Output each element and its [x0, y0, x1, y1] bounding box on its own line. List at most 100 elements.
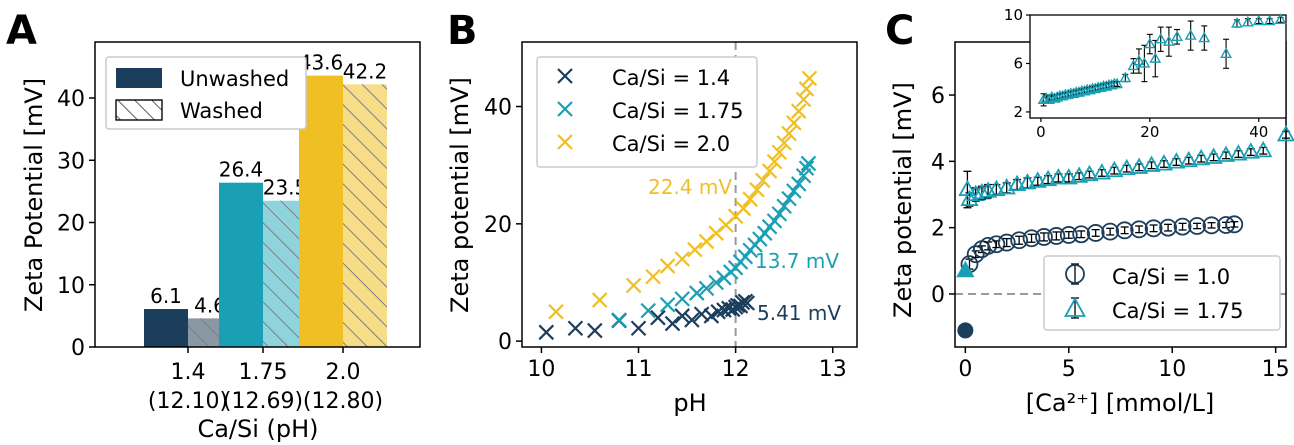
circle-marker: [1173, 217, 1192, 236]
circle-marker: [1188, 217, 1206, 235]
legend-label-ca-si-1-0: Ca/Si = 1.0: [1112, 265, 1230, 289]
circle-marker: [1059, 226, 1078, 244]
x-marker: [798, 160, 815, 176]
x-marker-stroke: [674, 291, 690, 307]
legend-label-2: Ca/Si = 1.75: [612, 99, 743, 123]
x-marker-stroke: [798, 81, 815, 97]
axes-group: 1.4 (12.10) 1.75 (12.69) 2.0 (12.80) 0 10 20 30 40…: [20, 41, 421, 443]
x-marker: [734, 294, 751, 311]
bar-unwashed: [219, 182, 263, 347]
inset-triangle-marker: [1231, 17, 1243, 28]
legend-frame: [1043, 255, 1281, 331]
triangle-marker: [1117, 158, 1136, 176]
y-tick-label: 4: [931, 150, 945, 175]
x-tick-label: 12: [722, 357, 750, 382]
circle-marker: [966, 245, 985, 264]
triangle-marker: [1229, 144, 1248, 161]
x-marker-stroke: [674, 308, 690, 324]
annotation-navy: 5.41 mV: [757, 301, 841, 325]
x-marker-stroke: [557, 101, 573, 117]
x-marker: [776, 135, 792, 151]
legend-frame: [536, 56, 758, 168]
x-marker: [684, 312, 700, 328]
annotation-gold: 22.4 mV: [648, 175, 732, 199]
x-marker-stroke: [557, 68, 573, 84]
x-marker: [689, 285, 705, 301]
triangle-marker: [1038, 169, 1058, 187]
inset-triangle-marker: [1119, 71, 1132, 83]
inset-x-tick-label: 0: [1036, 123, 1046, 141]
triangle-marker: [1063, 297, 1087, 317]
x-marker: [771, 206, 788, 222]
x-tick-label: 11: [625, 357, 653, 382]
x-marker-stroke: [687, 241, 703, 258]
x-tick-label: (12.10): [148, 389, 228, 414]
x-marker-stroke: [611, 312, 627, 328]
circle-marker: [1047, 227, 1066, 245]
x-tick-label: (12.69): [223, 389, 303, 414]
x-marker: [650, 309, 666, 326]
x-marker-stroke: [674, 251, 690, 267]
y-axis-label: Zeta potential [mV]: [446, 77, 474, 313]
triangle-marker: [1142, 155, 1161, 172]
x-marker-stroke: [771, 206, 788, 222]
x-marker-stroke: [650, 309, 666, 326]
triangle-marker: [1254, 140, 1273, 158]
bar-unwashed: [144, 309, 188, 347]
inset-x-tick-label: 40: [1249, 123, 1268, 141]
inset-y-tick-label: 2: [1013, 103, 1023, 121]
legend-label-ca-si-1-75: Ca/Si = 1.75: [1112, 299, 1243, 323]
x-marker: [567, 320, 584, 337]
points-group: [956, 124, 1294, 339]
plot-frame: [94, 41, 421, 348]
x-marker-stroke: [776, 198, 792, 215]
x-marker-stroke: [742, 191, 758, 207]
x-marker-stroke: [786, 115, 802, 131]
x-marker: [786, 183, 802, 199]
legend-label-unwashed: Unwashed: [180, 67, 289, 91]
panel-letter-a: A: [6, 8, 37, 54]
legend-label-washed: Washed: [180, 99, 263, 123]
x-marker: [790, 103, 807, 119]
x-tick-label: 1.75: [239, 360, 288, 385]
y-tick-label: 6: [931, 84, 945, 109]
x-marker-stroke: [630, 320, 647, 337]
circle-marker: [1065, 264, 1085, 284]
x-marker: [781, 190, 797, 207]
x-tick-label: 10: [527, 357, 555, 382]
x-tick-label: 0: [958, 357, 972, 382]
panel-letter-b: B: [447, 8, 478, 54]
legend: Ca/Si = 1.0 Ca/Si = 1.75: [1043, 255, 1281, 331]
inset-triangle-marker: [1263, 14, 1276, 26]
triangle-marker: [960, 189, 979, 206]
circle-marker: [1022, 229, 1041, 248]
x-marker: [766, 213, 783, 229]
panel-letter-c: C: [885, 8, 914, 54]
x-marker: [703, 308, 720, 324]
inset-triangle-marker: [1149, 52, 1162, 63]
legend: Unwashed Washed: [105, 56, 307, 130]
triangle-marker: [1059, 168, 1078, 185]
x-marker-stroke: [703, 308, 720, 324]
triangle-marker: [1276, 124, 1294, 142]
x-marker-stroke: [734, 294, 751, 311]
circle-marker: [1202, 216, 1221, 235]
triangle-marker: [966, 184, 985, 202]
circle-marker: [1086, 224, 1105, 242]
x-marker: [801, 70, 818, 87]
x-marker: [742, 191, 758, 207]
y-tick-label: 2: [931, 217, 945, 242]
x-marker: [674, 291, 690, 307]
legend-markers: [557, 68, 573, 150]
points-group: [538, 70, 818, 341]
y-tick-label: 20: [57, 212, 85, 237]
x-marker-stroke: [781, 190, 797, 207]
bar-value-label: 42.2: [343, 59, 388, 83]
inset-frame: [1029, 14, 1287, 119]
x-marker-stroke: [710, 304, 726, 320]
x-marker-stroke: [756, 225, 773, 241]
y-tick-label: 10: [57, 274, 85, 299]
